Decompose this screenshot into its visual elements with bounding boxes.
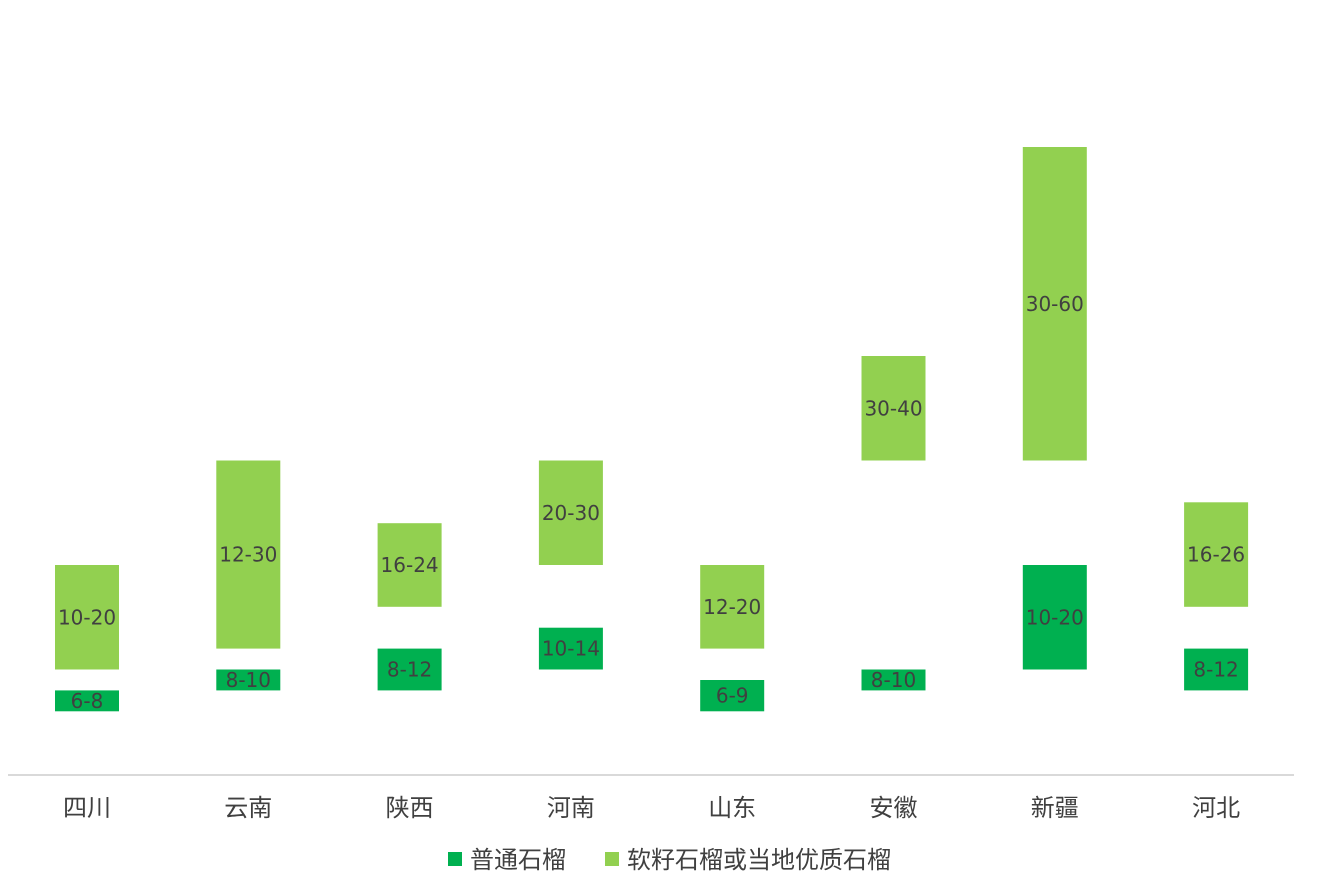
category-label-7: 河北 (1192, 794, 1240, 822)
category-label-0: 四川 (63, 794, 111, 822)
data-label-premium-3: 20-30 (542, 501, 600, 525)
bar-premium-2 (377, 523, 442, 607)
bar-premium-7 (1184, 502, 1249, 607)
data-label-regular-3: 10-14 (542, 637, 600, 661)
bar-regular-2 (377, 648, 442, 691)
bar-regular-1 (216, 669, 281, 691)
data-label-premium-0: 10-20 (58, 605, 116, 629)
category-label-4: 山东 (708, 794, 756, 822)
bar-regular-5 (861, 669, 926, 691)
bar-regular-7 (1184, 648, 1249, 691)
bar-premium-1 (216, 460, 281, 649)
bar-premium-0 (55, 565, 119, 670)
category-label-5: 安徽 (870, 794, 918, 822)
legend-swatch-1 (605, 852, 619, 866)
data-label-regular-6: 10-20 (1026, 605, 1084, 629)
data-label-premium-7: 16-26 (1187, 543, 1245, 567)
data-label-premium-4: 12-20 (703, 595, 761, 619)
data-label-premium-5: 30-40 (864, 396, 922, 420)
legend-label-1: 软籽石榴或当地优质石榴 (627, 846, 891, 874)
data-label-regular-1: 8-10 (226, 668, 271, 692)
category-label-6: 新疆 (1031, 794, 1079, 822)
data-label-regular-2: 8-12 (387, 658, 432, 682)
bars-layer: 6-8 10-20 8-10 12-30 8-12 16-24 10-14 20-30 6-9 1… (55, 147, 1249, 713)
bar-premium-6 (1022, 147, 1087, 461)
data-label-premium-1: 12-30 (219, 543, 277, 567)
bar-premium-3 (538, 460, 603, 565)
category-labels: 四川 云南 陕西 河南 山东 安徽 新疆 河北 (63, 794, 1240, 822)
category-label-3: 河南 (547, 794, 595, 822)
category-label-2: 陕西 (386, 794, 434, 822)
data-label-regular-0: 6-8 (71, 689, 104, 713)
category-label-1: 云南 (224, 794, 272, 822)
legend-label-0: 普通石榴 (470, 846, 566, 874)
bar-regular-4 (700, 680, 765, 712)
bar-regular-0 (55, 690, 119, 712)
bar-regular-6 (1022, 565, 1087, 670)
data-label-regular-5: 8-10 (871, 668, 916, 692)
bar-premium-5 (861, 356, 926, 461)
data-label-regular-4: 6-9 (716, 684, 749, 708)
data-label-premium-2: 16-24 (381, 553, 439, 577)
bar-regular-3 (538, 627, 603, 670)
bar-premium-4 (700, 565, 765, 649)
legend: 普通石榴 软籽石榴或当地优质石榴 (448, 846, 891, 874)
data-label-regular-7: 8-12 (1193, 658, 1238, 682)
data-label-premium-6: 30-60 (1026, 292, 1084, 316)
legend-swatch-0 (448, 852, 462, 866)
